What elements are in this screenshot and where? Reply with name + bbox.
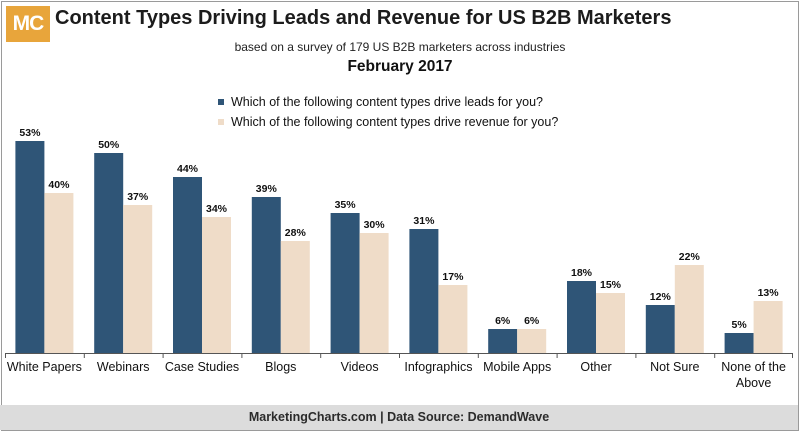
data-label: 6% (524, 315, 540, 327)
legend-item-leads: Which of the following content types dri… (218, 92, 558, 112)
chart-subtitle: based on a survey of 179 US B2B marketer… (234, 40, 566, 54)
bar-revenue (596, 293, 625, 353)
bar-leads (330, 213, 360, 353)
chart-date: February 2017 (347, 58, 453, 75)
data-label: 39% (256, 183, 278, 195)
legend-item-revenue: Which of the following content types dri… (218, 112, 558, 132)
data-label: 30% (364, 219, 386, 231)
data-label: 6% (495, 315, 511, 327)
data-label: 5% (732, 319, 748, 331)
chart-title: Content Types Driving Leads and Revenue … (55, 7, 672, 29)
category-label: Not Sure (650, 360, 699, 374)
data-label: 12% (650, 291, 672, 303)
data-label: 37% (127, 191, 149, 203)
data-label: 17% (442, 271, 464, 283)
bar-revenue (438, 285, 468, 353)
category-label: Webinars (97, 360, 150, 374)
bar-leads (94, 153, 124, 353)
category-label: White Papers (7, 360, 82, 374)
bar-leads (15, 141, 45, 353)
bar-revenue (359, 233, 389, 353)
data-label: 44% (177, 163, 199, 175)
bar-revenue (517, 329, 547, 353)
data-label: 34% (206, 203, 228, 215)
data-label: 22% (679, 251, 701, 263)
bar-leads (173, 177, 202, 353)
data-label: 28% (285, 227, 307, 239)
bar-revenue (753, 301, 783, 353)
data-label: 35% (335, 199, 357, 211)
data-label: 31% (413, 215, 435, 227)
bar-revenue (123, 205, 153, 353)
bar-leads (488, 329, 518, 353)
data-label: 40% (48, 179, 70, 191)
bar-leads (567, 281, 596, 353)
bar-leads (251, 197, 281, 353)
footer-source: MarketingCharts.com | Data Source: Deman… (0, 405, 798, 430)
data-label: 15% (600, 279, 622, 291)
bar-revenue (674, 265, 704, 353)
bar-revenue (44, 193, 74, 353)
bar-leads (724, 333, 754, 353)
legend-label-revenue: Which of the following content types dri… (231, 115, 559, 129)
bar-leads (409, 229, 439, 353)
data-label: 18% (571, 267, 593, 279)
category-label: Blogs (265, 360, 296, 374)
data-label: 50% (98, 139, 120, 151)
category-label: Infographics (404, 360, 472, 374)
category-label: Other (580, 360, 611, 374)
data-label: 13% (758, 287, 780, 299)
legend-swatch-leads (218, 99, 224, 105)
bar-chart: 53% 40% White Papers 50% 37% Webinars 44% 34% Ca… (5, 127, 793, 390)
data-label: 53% (19, 127, 41, 139)
bar-leads (645, 305, 675, 353)
logo: MC (6, 6, 50, 42)
category-label: Above (736, 376, 771, 390)
category-label: Mobile Apps (483, 360, 551, 374)
category-label: Videos (341, 360, 379, 374)
category-label: None of the (721, 360, 786, 374)
legend-label-leads: Which of the following content types dri… (231, 95, 543, 109)
bar-revenue (280, 241, 310, 353)
bar-revenue (202, 217, 231, 353)
legend: Which of the following content types dri… (218, 92, 558, 132)
legend-swatch-revenue (218, 119, 224, 125)
category-label: Case Studies (165, 360, 239, 374)
